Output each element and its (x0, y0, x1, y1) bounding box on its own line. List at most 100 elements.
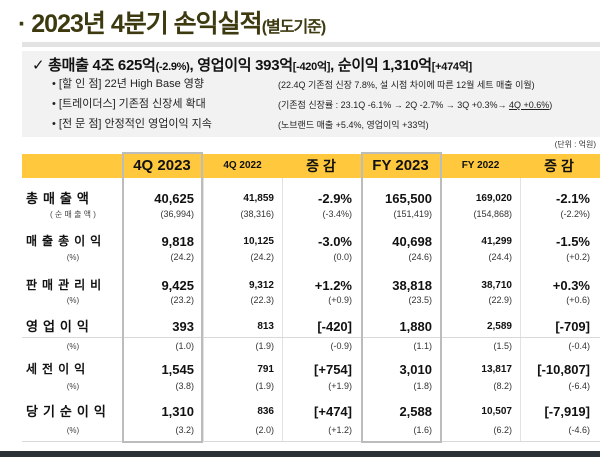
cell-value: [+474] (314, 404, 352, 419)
cell-subvalue: (-0.4) (568, 341, 590, 351)
row-sublabel: (%) (66, 253, 80, 262)
cell-value: 2,588 (399, 404, 432, 419)
cell-value: 10,507 (481, 406, 512, 417)
cell-subvalue: (24.2) (170, 252, 194, 262)
cell-value: 1,545 (161, 362, 194, 377)
cell-subvalue: (+1.2) (328, 425, 352, 435)
cell-value: 38,818 (392, 278, 432, 293)
headline-sales: 총매출 4조 625억 (48, 57, 156, 74)
cell-subvalue: (1.0) (175, 341, 194, 351)
cell-subvalue: (38,316) (240, 209, 274, 219)
row-label: 총매출액 (26, 191, 94, 206)
row-label: 세전이익 (26, 362, 91, 376)
column-divider (520, 178, 521, 441)
cell-subvalue: (23.2) (170, 295, 194, 305)
cell-subvalue: (-4.6) (568, 425, 590, 435)
cell-value: 393 (172, 319, 194, 334)
cell-value: 10,125 (243, 236, 274, 247)
note-traders: (기존점 신장률 : 23.1Q -6.1% → 2Q -2.7% → 3Q +… (278, 100, 552, 111)
row-label: 판매관리비 (26, 278, 107, 292)
cell-subvalue: (3.2) (175, 425, 194, 435)
cell-subvalue: (22.9) (488, 295, 512, 305)
cell-value: -2.1% (556, 191, 590, 206)
cell-subvalue: (3.8) (175, 381, 194, 391)
cell-value: +0.3% (552, 278, 590, 293)
cell-subvalue: (6.2) (493, 425, 512, 435)
row-label: 당기순이익 (26, 404, 111, 419)
bullet-discount-store: • [할 인 점] 22년 High Base 영향 (52, 78, 205, 90)
cell-value: [+754] (314, 362, 352, 377)
cell-value: [-709] (555, 319, 590, 334)
cell-subvalue: (36,994) (160, 209, 194, 219)
cell-value: [-10,807] (537, 362, 590, 377)
cell-value: 38,710 (481, 280, 512, 291)
cell-subvalue: (-0.9) (330, 341, 352, 351)
cell-subvalue: (0.0) (333, 252, 352, 262)
row-divider (22, 337, 600, 338)
cell-value: 41,859 (243, 193, 274, 204)
row-sublabel: (%) (66, 382, 80, 391)
cell-subvalue: (24.4) (488, 252, 512, 262)
cell-subvalue: (1.9) (255, 381, 274, 391)
cell-value: -3.0% (318, 234, 352, 249)
cell-subvalue: (154,868) (473, 209, 512, 219)
cell-subvalue: (1.6) (413, 425, 432, 435)
row-label: 영업이익 (26, 319, 94, 334)
column-header: 증 감 (306, 158, 336, 174)
headline-op-change: [-420억] (292, 61, 331, 73)
row-label: 매출총이익 (26, 234, 107, 248)
column-header: FY 2023 (372, 157, 429, 174)
cell-value: 836 (257, 406, 274, 417)
check-icon: ✓ (32, 57, 45, 74)
highlight-column-box (122, 152, 203, 443)
column-header: 4Q 2023 (133, 157, 191, 174)
summary-box: ✓ 총매출 4조 625억(-2.9%), 영업이익 393억[-420억], … (22, 51, 600, 137)
row-sublabel: ( 순 매 출 액 ) (50, 210, 96, 219)
cell-value: 169,020 (475, 193, 512, 204)
cell-subvalue: (23.5) (408, 295, 432, 305)
cell-value: 9,312 (248, 280, 274, 291)
cell-subvalue: (2.0) (255, 425, 274, 435)
cell-value: [-7,919] (544, 404, 590, 419)
note-traders-underline: 4Q +0.6% (509, 100, 550, 110)
headline-sales-change: (-2.9%) (155, 61, 190, 73)
headline-net-change: [+474억] (431, 61, 472, 73)
cell-subvalue: (24.2) (250, 252, 274, 262)
cell-value: 40,625 (154, 191, 194, 206)
cell-subvalue: (24.6) (408, 252, 432, 262)
cell-value: 9,425 (161, 278, 194, 293)
column-header: 증 감 (544, 158, 574, 174)
unit-label: (단위 : 억원) (554, 140, 596, 149)
divider (22, 42, 600, 47)
cell-value: 3,010 (399, 362, 432, 377)
note-specialty-store: (노브랜드 매출 +5.4%, 영업이익 +33억) (278, 120, 429, 130)
cell-subvalue: (-2.2%) (560, 209, 590, 219)
note-traders-text: (기존점 신장률 : 23.1Q -6.1% → 2Q -2.7% → 3Q +… (278, 100, 510, 110)
cell-subvalue: (1.8) (413, 381, 432, 391)
cell-value: 165,500 (385, 191, 432, 206)
cell-subvalue: (+0.9) (328, 295, 352, 305)
headline-op: , 영업이익 393억 (189, 57, 294, 74)
cell-value: 40,698 (392, 234, 432, 249)
cell-subvalue: (-6.4) (568, 381, 590, 391)
cell-value: -2.9% (318, 191, 352, 206)
row-sublabel: (%) (66, 296, 80, 305)
headline-net: , 순이익 1,310억 (330, 57, 432, 74)
cell-value: 41,299 (481, 236, 512, 247)
summary-headline: ✓ 총매출 4조 625억(-2.9%), 영업이익 393억[-420억], … (32, 57, 472, 76)
cell-subvalue: (151,419) (393, 209, 432, 219)
cell-subvalue: (+0.6) (566, 295, 590, 305)
title-sub: (별도기준) (261, 19, 327, 36)
table-header (22, 154, 600, 178)
column-header: FY 2022 (461, 160, 500, 171)
cell-value: 813 (257, 321, 274, 332)
cell-value: 9,818 (161, 234, 194, 249)
cell-subvalue: (1.9) (255, 341, 274, 351)
cell-subvalue: (1.1) (413, 341, 432, 351)
cell-value: 791 (257, 364, 274, 375)
cell-subvalue: (8.2) (493, 381, 512, 391)
highlight-column-box (361, 152, 442, 443)
row-sublabel: (%) (66, 342, 80, 351)
column-divider (282, 178, 283, 441)
cell-value: [-420] (317, 319, 352, 334)
